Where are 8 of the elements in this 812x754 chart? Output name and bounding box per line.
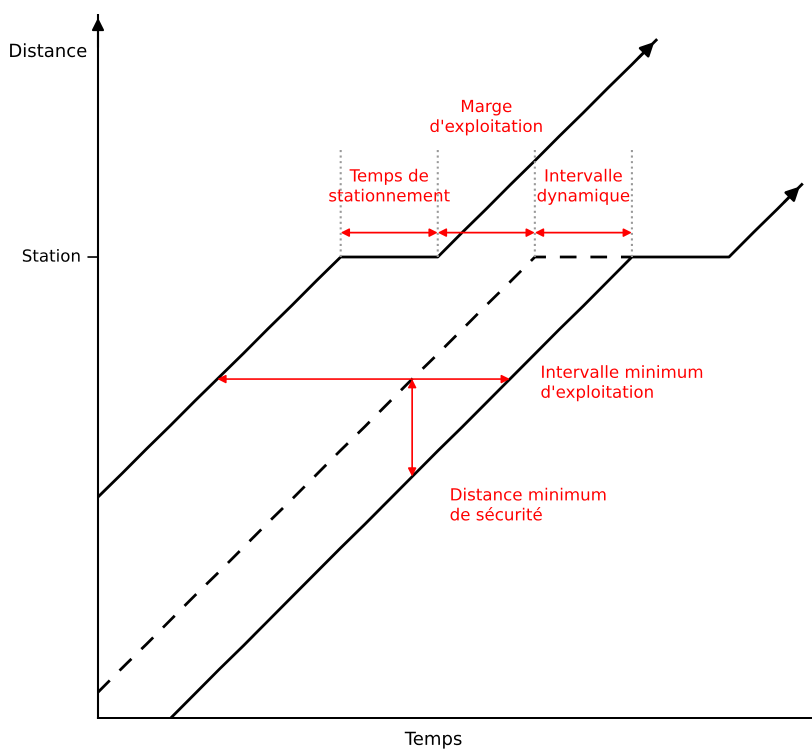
annotation: Temps de stationnement (329, 168, 450, 202)
x-axis-title: Temps (404, 732, 462, 749)
annotation: Intervalle dynamique (538, 168, 630, 205)
annotation: Marge d'exploitation (430, 100, 542, 136)
annotation: Intervalle minimum d'exploitation (541, 365, 702, 402)
ref-line-label: Station (22, 248, 80, 262)
annotation: Distance minimum de sécurité (450, 488, 606, 521)
y-axis-title: Distance (10, 43, 86, 58)
